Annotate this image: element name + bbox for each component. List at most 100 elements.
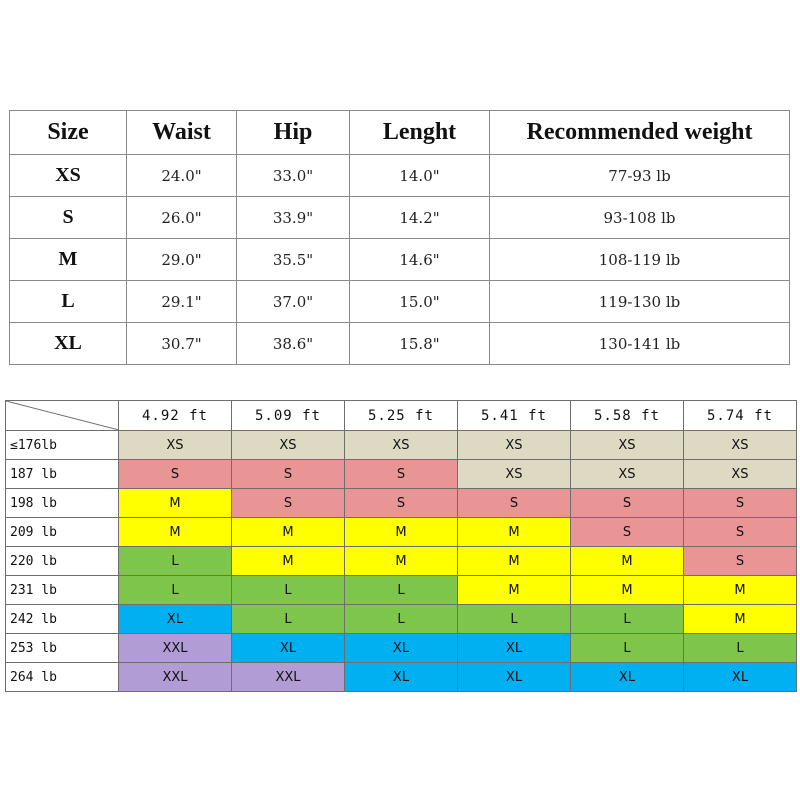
size-recommendation-cell: XS: [457, 459, 571, 489]
size-recommendation-cell: M: [118, 517, 232, 547]
size-recommendation-cell: XS: [683, 459, 797, 489]
waist-cell: 30.7": [126, 322, 237, 365]
size-recommendation-cell: M: [570, 546, 684, 576]
size-chart-row: S 26.0" 33.9" 14.2" 93-108 lb: [9, 196, 790, 239]
weight-range-cell: 130-141 lb: [489, 322, 790, 365]
height-column-header: 5.41 ft: [457, 400, 571, 431]
size-recommendation-cell: S: [118, 459, 232, 489]
weight-range-cell: 77-93 lb: [489, 154, 790, 197]
hip-cell: 33.0": [236, 154, 350, 197]
size-recommendation-cell: S: [231, 459, 345, 489]
size-recommendation-cell: XXL: [231, 662, 345, 692]
size-recommendation-cell: M: [570, 575, 684, 605]
size-recommendation-cell: M: [683, 575, 797, 605]
header-length: Lenght: [349, 110, 490, 155]
length-cell: 15.0": [349, 280, 490, 323]
size-recommendation-cell: M: [344, 517, 458, 547]
height-column-header: 5.74 ft: [683, 400, 797, 431]
matrix-row: 253 lb XXL XL XL XL L L: [5, 633, 797, 663]
size-recommendation-cell: XL: [457, 633, 571, 663]
size-recommendation-cell: M: [344, 546, 458, 576]
size-recommendation-cell: M: [231, 546, 345, 576]
size-recommendation-cell: M: [457, 517, 571, 547]
size-recommendation-cell: S: [683, 488, 797, 518]
size-recommendation-cell: L: [231, 604, 345, 634]
matrix-row: 220 lb L M M M M S: [5, 546, 797, 576]
size-recommendation-cell: M: [457, 546, 571, 576]
waist-cell: 29.0": [126, 238, 237, 281]
matrix-row: 187 lb S S S XS XS XS: [5, 459, 797, 489]
size-recommendation-cell: XS: [570, 430, 684, 460]
size-recommendation-cell: S: [457, 488, 571, 518]
weight-row-header: 231 lb: [5, 575, 119, 605]
weight-row-header: 242 lb: [5, 604, 119, 634]
length-cell: 14.2": [349, 196, 490, 239]
length-cell: 14.0": [349, 154, 490, 197]
header-recommended-weight: Recommended weight: [489, 110, 790, 155]
size-recommendation-cell: XL: [683, 662, 797, 692]
weight-range-cell: 119-130 lb: [489, 280, 790, 323]
header-size: Size: [9, 110, 127, 155]
diagonal-divider: [6, 401, 119, 430]
size-cell: S: [9, 196, 127, 239]
size-recommendation-cell: XS: [457, 430, 571, 460]
size-recommendation-cell: M: [683, 604, 797, 634]
weight-range-cell: 93-108 lb: [489, 196, 790, 239]
matrix-row: 198 lb M S S S S S: [5, 488, 797, 518]
size-recommendation-cell: XS: [683, 430, 797, 460]
height-column-header: 4.92 ft: [118, 400, 232, 431]
size-recommendation-cell: S: [683, 517, 797, 547]
size-recommendation-cell: XL: [344, 633, 458, 663]
size-chart-row: XL 30.7" 38.6" 15.8" 130-141 lb: [9, 322, 790, 365]
size-recommendation-cell: S: [344, 488, 458, 518]
size-recommendation-cell: XL: [344, 662, 458, 692]
size-recommendation-cell: L: [231, 575, 345, 605]
length-cell: 14.6": [349, 238, 490, 281]
matrix-row: 264 lb XXL XXL XL XL XL XL: [5, 662, 797, 692]
size-chart-row: L 29.1" 37.0" 15.0" 119-130 lb: [9, 280, 790, 323]
matrix-corner-cell: [5, 400, 119, 431]
matrix-row: ≤176lb XS XS XS XS XS XS: [5, 430, 797, 460]
weight-row-header: 220 lb: [5, 546, 119, 576]
size-recommendation-cell: S: [570, 488, 684, 518]
size-chart-row: M 29.0" 35.5" 14.6" 108-119 lb: [9, 238, 790, 281]
size-recommendation-cell: S: [683, 546, 797, 576]
size-chart-row: XS 24.0" 33.0" 14.0" 77-93 lb: [9, 154, 790, 197]
size-recommendation-cell: L: [344, 604, 458, 634]
hip-cell: 33.9": [236, 196, 350, 239]
weight-row-header: 209 lb: [5, 517, 119, 547]
size-recommendation-cell: M: [118, 488, 232, 518]
size-recommendation-cell: S: [570, 517, 684, 547]
size-cell: XL: [9, 322, 127, 365]
size-recommendation-cell: S: [231, 488, 345, 518]
weight-row-header: ≤176lb: [5, 430, 119, 460]
size-chart-header-row: Size Waist Hip Lenght Recommended weight: [9, 110, 790, 155]
size-recommendation-cell: XS: [231, 430, 345, 460]
size-cell: M: [9, 238, 127, 281]
size-recommendation-cell: L: [570, 604, 684, 634]
hip-cell: 37.0": [236, 280, 350, 323]
hip-cell: 35.5": [236, 238, 350, 281]
size-chart-table: Size Waist Hip Lenght Recommended weight…: [9, 110, 790, 365]
size-recommendation-cell: XL: [570, 662, 684, 692]
matrix-row: 209 lb M M M M S S: [5, 517, 797, 547]
size-recommendation-cell: XS: [570, 459, 684, 489]
size-recommendation-cell: L: [683, 633, 797, 663]
length-cell: 15.8": [349, 322, 490, 365]
header-hip: Hip: [236, 110, 350, 155]
hip-cell: 38.6": [236, 322, 350, 365]
weight-row-header: 187 lb: [5, 459, 119, 489]
matrix-header-row: 4.92 ft 5.09 ft 5.25 ft 5.41 ft 5.58 ft 5.74 …: [5, 400, 797, 431]
size-recommendation-cell: XXL: [118, 662, 232, 692]
size-recommendation-cell: M: [457, 575, 571, 605]
height-column-header: 5.09 ft: [231, 400, 345, 431]
size-recommendation-cell: L: [118, 575, 232, 605]
weight-range-cell: 108-119 lb: [489, 238, 790, 281]
size-recommendation-cell: L: [118, 546, 232, 576]
size-recommendation-cell: L: [570, 633, 684, 663]
size-recommendation-cell: L: [457, 604, 571, 634]
size-cell: XS: [9, 154, 127, 197]
matrix-row: 231 lb L L L M M M: [5, 575, 797, 605]
header-waist: Waist: [126, 110, 237, 155]
matrix-row: 242 lb XL L L L L M: [5, 604, 797, 634]
